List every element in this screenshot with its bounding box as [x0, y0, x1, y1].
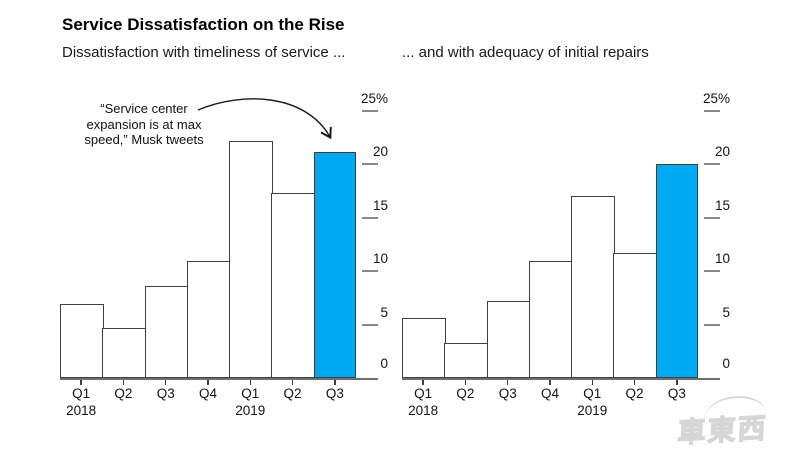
x-axis-label: Q1 — [72, 386, 91, 401]
bar-q3-2018 — [144, 286, 189, 378]
bar-q1-2018 — [60, 304, 104, 378]
x-axis-tick — [506, 380, 509, 385]
watermark-logo: 車東西 — [676, 391, 800, 452]
subtitle-right-chart: ... and with adequacy of initial repairs — [402, 44, 649, 61]
annotation-line-3: speed,” Musk tweets — [84, 132, 204, 147]
y-axis-tick-label: 5 — [722, 304, 730, 320]
annotation-text: “Service center expansion is at max spee… — [60, 101, 228, 148]
bar-q4-2018 — [528, 260, 573, 378]
x-axis-label: Q2 — [625, 386, 644, 401]
annotation-line-2: expansion is at max — [86, 116, 202, 132]
y-axis-tick — [362, 110, 378, 112]
bar-q2-2019 — [613, 253, 658, 378]
y-axis-tick — [704, 270, 720, 273]
bar-chart-timeliness: Q1 Q2 Q3 Q4 Q1 Q2 Q3 2018 2019 0 5 10 15 20 25% — [60, 91, 388, 418]
bar-q1-2019 — [229, 140, 273, 378]
x-axis-tick — [164, 380, 167, 385]
bar-q2-2018 — [102, 327, 147, 378]
x-axis-tick — [591, 380, 594, 385]
x-axis-label: Q3 — [325, 386, 344, 401]
bar-q2-2019 — [271, 193, 316, 378]
y-axis-tick-label: 15 — [714, 197, 730, 213]
y-axis-tick-label: 20 — [714, 144, 730, 160]
x-axis-label: Q1 — [414, 386, 433, 401]
bar-q3-2019 — [313, 151, 356, 378]
y-axis-tick-label: 0 — [380, 356, 388, 371]
x-axis-label: Q1 — [241, 386, 260, 401]
x-axis-year-label: 2019 — [235, 403, 266, 418]
y-axis-tick-label: 25% — [702, 91, 730, 106]
y-axis-tick-label: 5 — [380, 304, 388, 320]
x-axis-label: Q3 — [498, 386, 517, 401]
x-axis-label: Q4 — [198, 386, 217, 401]
y-axis-tick — [362, 323, 378, 326]
y-axis-tick — [704, 323, 720, 326]
watermark-text: 車東西 — [676, 412, 769, 449]
annotation-line-1: “Service center — [100, 101, 188, 116]
x-axis-label: Q2 — [456, 386, 475, 401]
bar-q3-2019 — [655, 164, 698, 378]
y-axis-tick — [704, 110, 720, 112]
subtitle-left-chart: Dissatisfaction with timeliness of servi… — [62, 44, 346, 61]
x-axis-tick — [207, 380, 209, 385]
x-axis-year-label: 2018 — [408, 403, 439, 418]
x-axis-tick — [464, 380, 467, 385]
x-axis-label: Q3 — [156, 386, 175, 401]
x-axis-tick — [633, 380, 636, 385]
x-axis-line — [60, 378, 378, 380]
x-axis-tick — [122, 380, 125, 385]
y-axis-tick — [704, 163, 720, 166]
y-axis-tick-label: 20 — [372, 144, 388, 160]
x-axis-year-label: 2019 — [577, 403, 608, 418]
y-axis-tick — [362, 216, 378, 219]
y-axis-tick-label: 10 — [714, 251, 730, 267]
page-title: Service Dissatisfaction on the Rise — [62, 15, 345, 34]
y-axis-tick — [362, 270, 378, 273]
bar-q2-2018 — [444, 342, 489, 378]
x-axis-label: Q2 — [283, 386, 302, 401]
x-axis-label: Q4 — [540, 386, 559, 401]
x-axis-tick — [291, 380, 294, 385]
x-axis-tick — [676, 380, 678, 385]
x-axis-label: Q1 — [583, 386, 602, 401]
bar-q4-2018 — [186, 260, 231, 378]
bar-q1-2018 — [402, 318, 446, 378]
x-axis-tick — [549, 380, 551, 385]
y-axis-tick-label: 25% — [360, 91, 388, 106]
x-axis-label: Q2 — [114, 386, 133, 401]
y-axis-tick-label: 0 — [722, 356, 730, 371]
y-axis-tick-label: 15 — [372, 197, 388, 213]
x-axis-line — [402, 378, 720, 380]
bar-chart-repairs: Q1 Q2 Q3 Q4 Q1 Q2 Q3 2018 2019 0 5 10 15 20 25% — [402, 91, 730, 418]
x-axis-tick — [422, 380, 424, 385]
y-axis-tick-label: 10 — [372, 251, 388, 267]
x-axis-year-label: 2018 — [66, 403, 97, 418]
x-axis-tick — [80, 380, 82, 385]
x-axis-label: Q3 — [667, 386, 686, 401]
y-axis-tick — [362, 163, 378, 166]
y-axis-tick — [704, 216, 720, 219]
bar-q3-2018 — [486, 301, 531, 378]
x-axis-tick — [249, 380, 252, 385]
x-axis-tick — [334, 380, 336, 385]
bar-q1-2019 — [571, 196, 615, 378]
